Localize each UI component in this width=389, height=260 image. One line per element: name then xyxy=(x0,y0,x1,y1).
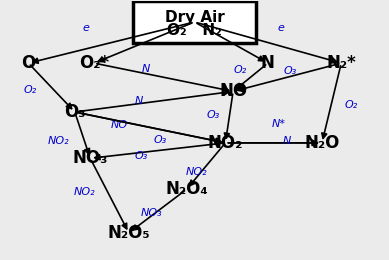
Text: N: N xyxy=(134,96,143,106)
Text: O₃: O₃ xyxy=(207,110,220,120)
Text: e: e xyxy=(83,23,90,33)
Text: NO: NO xyxy=(110,120,128,130)
Text: O₂   N₂: O₂ N₂ xyxy=(167,23,222,38)
Text: NO₂: NO₂ xyxy=(74,187,95,197)
Text: N: N xyxy=(261,54,275,72)
Text: N₂O₄: N₂O₄ xyxy=(165,180,208,198)
Text: N*: N* xyxy=(272,119,286,128)
Text: O: O xyxy=(21,54,35,72)
Text: NO₂: NO₂ xyxy=(48,136,69,146)
Text: NO₂: NO₂ xyxy=(186,167,207,177)
Text: O₃: O₃ xyxy=(284,66,297,76)
Text: O₃: O₃ xyxy=(135,151,148,161)
Text: NO₂: NO₂ xyxy=(208,134,243,152)
Text: O₃: O₃ xyxy=(64,103,86,121)
Text: Dry Air: Dry Air xyxy=(165,10,224,25)
Text: NO₃: NO₃ xyxy=(141,208,163,218)
FancyBboxPatch shape xyxy=(133,1,256,43)
Text: N₂*: N₂* xyxy=(326,54,356,72)
Text: N₂O₅: N₂O₅ xyxy=(107,224,150,242)
Text: NO: NO xyxy=(219,82,247,100)
Text: e: e xyxy=(278,23,285,33)
Text: O₂: O₂ xyxy=(344,100,357,110)
Text: O₂: O₂ xyxy=(24,85,37,95)
Text: O₂*: O₂* xyxy=(79,54,109,72)
Text: NO₃: NO₃ xyxy=(72,149,108,167)
Text: N: N xyxy=(282,136,291,146)
Text: N₂O: N₂O xyxy=(304,134,340,152)
Text: N: N xyxy=(142,64,151,74)
Text: O₂: O₂ xyxy=(233,65,247,75)
Text: O₃: O₃ xyxy=(153,135,166,145)
